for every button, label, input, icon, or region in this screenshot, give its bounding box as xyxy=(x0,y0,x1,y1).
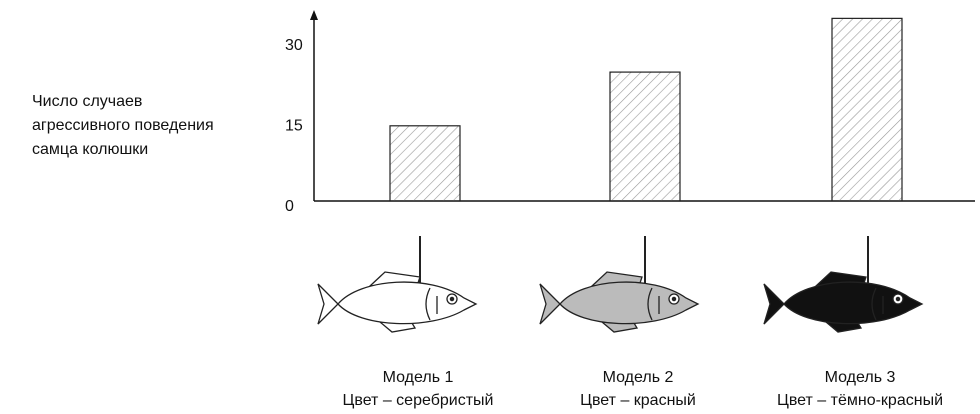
y-axis-arrow xyxy=(310,10,318,20)
bar xyxy=(609,71,681,202)
y-axis-label: агрессивного поведения xyxy=(32,117,214,134)
y-tick-label: 0 xyxy=(285,198,294,215)
bar xyxy=(389,125,461,202)
bar xyxy=(831,17,903,202)
x-tick-label: Модель 2 xyxy=(603,369,674,386)
x-tick-label: Модель 1 xyxy=(383,369,454,386)
y-tick-label: 30 xyxy=(285,37,303,54)
y-axis-label: самца колюшки xyxy=(32,141,148,158)
x-tick-label: Модель 3 xyxy=(825,369,896,386)
y-axis-label: Число случаев xyxy=(32,93,142,110)
fish-models xyxy=(317,236,923,333)
category-note: Цвет – серебристый xyxy=(343,392,494,409)
category-note: Цвет – красный xyxy=(580,392,696,409)
category-note: Цвет – тёмно-красный xyxy=(777,392,943,409)
y-tick-label: 15 xyxy=(285,118,303,135)
